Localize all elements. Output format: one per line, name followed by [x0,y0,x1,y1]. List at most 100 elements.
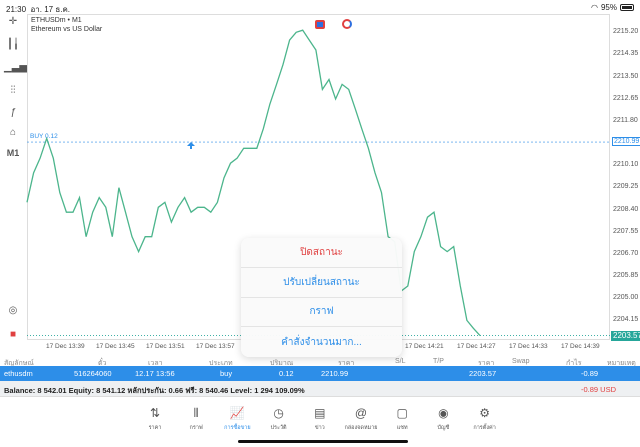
crosshair-icon[interactable]: ✛ [8,16,18,27]
x-tick-label: 17 Dec 14:27 [457,343,496,350]
nav-item-1[interactable]: ⫴ กราฟ [171,406,221,432]
nav-icon: @ [354,406,368,420]
col-volume[interactable]: ปริมาณ [270,360,294,367]
nav-label: ข่าว [314,425,325,431]
x-tick-label: 17 Dec 14:33 [509,343,548,350]
y-tick-label: 2210.10 [613,161,639,169]
col-price[interactable]: ราคา [338,360,355,367]
col-ticket[interactable]: ตั๋ว [98,360,107,367]
col-time[interactable]: เวลา [148,360,163,367]
nav-icon: ▢ [396,406,408,420]
chart-button[interactable]: กราฟ [241,298,402,328]
cell-current-price: 2203.57 [469,369,497,378]
col-symbol[interactable]: สัญลักษณ์ [4,360,34,367]
x-tick-label: 17 Dec 13:57 [196,343,235,350]
col-sl[interactable]: S/L [395,358,406,365]
cell-open-price: 2210.99 [321,369,349,378]
nav-item-5[interactable]: @ กล่องจดหมาย [336,406,386,432]
nav-icon: 📈 [229,406,245,420]
y-tick-label: 2206.70 [613,249,639,257]
x-tick-label: 17 Dec 14:21 [405,343,444,350]
nav-label: ราคา [148,425,162,431]
left-toolbar: ✛ ┃╽ ▁▃▅ ⫶⫶ ƒ ⌂ M1 ◎ ■ [0,13,28,343]
nav-label: กราฟ [189,425,203,431]
chart-symbol-info: ETHUSDm • M1 Ethereum vs US Dollar [31,16,102,34]
position-context-menu: ปิดสถานะ ปรับเปลี่ยนสถานะ กราฟ คำสั่งจำน… [241,238,402,357]
cell-profit: -0.89 [581,369,599,378]
nav-label: ประวัติ [270,425,287,431]
bulk-operations-button[interactable]: คำสั่งจำนวนมาก... [281,336,362,348]
close-position-button[interactable]: ปิดสถานะ [241,238,402,268]
positions-table-header: สัญลักษณ์ ตั๋ว เวลา ประเภท ปริมาณ ราคา S… [0,352,640,367]
nav-label: แชท [396,425,408,431]
signal-icon[interactable] [342,19,352,29]
current-price-label: 2203.57 [611,330,640,341]
col-swap[interactable]: Swap [512,358,530,365]
battery-indicator: ◠ 95% [591,3,634,12]
nav-icon: ◉ [438,406,449,420]
y-tick-label: 2214.35 [613,50,639,58]
y-tick-label: 2205.00 [613,294,639,302]
nav-icon: ⇅ [149,406,161,420]
function-icon[interactable]: ƒ [10,107,16,118]
col-tp[interactable]: T/P [433,358,444,365]
y-tick-label: 2209.25 [613,183,639,191]
col-type[interactable]: ประเภท [209,360,233,367]
one-click-trading-icon[interactable] [315,20,325,29]
nav-icon: ▤ [314,406,326,420]
status-time: 21:30 อา. 17 ธ.ค. [6,5,71,14]
status-bar: 21:30 อา. 17 ธ.ค. ◠ 95% [0,0,640,14]
y-tick-label: 2213.50 [613,72,639,80]
y-tick-label: 2208.40 [613,205,639,213]
balance-summary: Balance: 8 542.01 Equity: 8 541.12 หลักป… [4,386,305,395]
nav-item-8[interactable]: ⚙ การตั้งค่า [460,406,510,432]
cell-time: 12.17 13:56 [135,369,175,378]
nav-item-7[interactable]: ◉ บัญชี [418,406,468,432]
modify-position-button[interactable]: ปรับเปลี่ยนสถานะ [241,268,402,298]
broker-logo-icon[interactable]: ■ [9,329,17,340]
nav-item-6[interactable]: ▢ แชท [377,406,427,432]
price-line [26,29,481,337]
nav-label: กล่องจดหมาย [344,425,378,431]
x-tick-label: 17 Dec 14:39 [561,343,600,350]
col-profit[interactable]: กำไร [566,360,582,367]
total-profit: -0.89 USD [581,385,617,394]
table-row[interactable]: ethusdm 516264060 12.17 13:56 buy 0.12 2… [0,366,640,381]
symbol-name[interactable]: ETHUSDm • M1 [31,17,82,24]
nav-icon: ⫴ [193,406,199,420]
timeframe-button[interactable]: M1 [6,148,20,158]
cell-symbol: ethusdm [4,369,33,378]
trade-analysis-icon[interactable]: ◎ [8,305,18,316]
y-tick-label: 2204.15 [613,316,639,324]
nav-icon: ⚙ [479,406,490,420]
home-indicator[interactable] [238,440,408,443]
cell-type: buy [220,369,233,378]
objects-icon[interactable]: ⌂ [9,127,17,138]
settings-sliders-icon[interactable]: ⫶⫶ [10,85,16,96]
buy-arrow-icon [187,142,195,149]
nav-item-0[interactable]: ⇅ ราคา [130,406,180,432]
y-tick-label: 2215.20 [613,28,639,36]
y-tick-label: 2205.85 [613,272,639,280]
cell-volume: 0.12 [279,369,294,378]
nav-item-3[interactable]: ◷ ประวัติ [254,406,304,432]
nav-item-2[interactable]: 📈 การซื้อขาย [212,406,262,432]
cell-ticket: 516264060 [74,369,112,378]
y-tick-label: 2212.65 [613,94,639,102]
nav-item-4[interactable]: ▤ ข่าว [295,406,345,432]
x-tick-label: 17 Dec 13:39 [46,343,85,350]
y-tick-label: 2207.55 [613,227,639,235]
indicators-icon[interactable]: ▁▃▅ [4,62,28,73]
balance-bar: Balance: 8 542.01 Equity: 8 541.12 หลักป… [0,381,640,397]
nav-label: การตั้งค่า [473,425,496,431]
col-comment[interactable]: หมายเหตุ [607,360,636,367]
trade-line-label: BUY 0.12 [30,133,58,141]
battery-icon [620,4,634,11]
trade-price-label: 2210.99 [612,137,640,147]
col-current-price[interactable]: ราคา [478,360,495,367]
candles-icon[interactable]: ┃╽ [6,39,20,50]
nav-label: บัญชี [437,425,450,431]
nav-label: การซื้อขาย [224,425,251,431]
wifi-icon: ◠ [591,3,598,12]
x-tick-label: 17 Dec 13:45 [96,343,135,350]
